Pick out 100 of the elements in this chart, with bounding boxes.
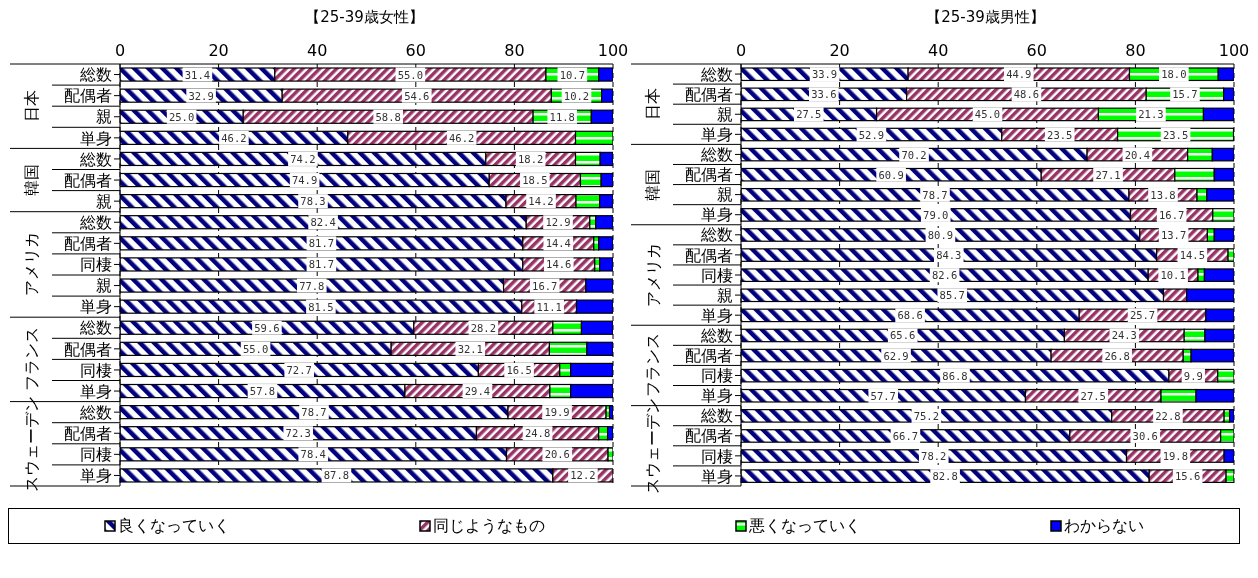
x-tick-label: 60 — [1026, 41, 1047, 60]
data-label: 52.9 — [858, 128, 885, 141]
y-tick-label: 単身 — [80, 128, 112, 148]
x-tick-label: 100 — [1218, 41, 1250, 60]
x-tick-label: 80 — [504, 41, 525, 60]
data-label: 19.8 — [1162, 450, 1188, 463]
y-tick-label: 単身 — [80, 381, 112, 401]
data-label: 25.7 — [1129, 309, 1156, 322]
data-label: 32.9 — [188, 89, 214, 102]
text: アメリカ — [22, 232, 42, 297]
y-tick-label: 総数 — [79, 65, 112, 85]
chart-title: 【25-39歳女性】 — [304, 8, 425, 28]
data-label: 57.8 — [249, 385, 276, 398]
data-label: 55.0 — [397, 68, 424, 81]
data-label: 12.2 — [570, 469, 596, 482]
data-label: 24.3 — [1111, 329, 1137, 342]
data-label: 28.2 — [470, 321, 496, 334]
y-tick-label: 総数 — [79, 318, 112, 338]
data-label: 72.3 — [285, 427, 311, 440]
data-label: 68.6 — [897, 309, 923, 322]
data-label: 78.2 — [921, 450, 947, 463]
chart-title: 【25-39歳男性】 — [925, 8, 1046, 28]
y-tick-label: 親 — [96, 107, 112, 127]
data-label: 12.9 — [545, 216, 571, 229]
y-tick-label: 配偶者 — [64, 170, 112, 190]
x-tick-label: 40 — [928, 41, 949, 60]
data-label: 82.6 — [931, 269, 958, 282]
x-tick-label: 80 — [1125, 41, 1146, 60]
data-label: 77.8 — [299, 279, 325, 292]
y-tick-label: 単身 — [701, 466, 733, 486]
data-label: 16.7 — [532, 279, 558, 292]
data-label: 81.7 — [308, 258, 335, 271]
data-label: 60.9 — [878, 168, 904, 181]
data-label: 31.4 — [184, 68, 211, 81]
data-label: 9.9 — [1183, 369, 1203, 382]
y-tick-label: 同棲 — [80, 360, 112, 380]
data-label: 27.5 — [796, 108, 822, 121]
y-tick-label: 同棲 — [701, 265, 733, 285]
data-label: 25.0 — [168, 110, 195, 123]
y-tick-label: 同棲 — [701, 366, 733, 386]
data-label: 86.8 — [942, 369, 968, 382]
x-tick-label: 0 — [735, 41, 747, 60]
data-label: 45.0 — [974, 108, 1001, 121]
y-tick-label: 総数 — [700, 64, 733, 84]
x-tick-label: 100 — [597, 41, 629, 60]
text: スウェーデン — [22, 395, 42, 492]
data-label: 84.3 — [936, 249, 962, 262]
text: 韓国 — [22, 164, 42, 197]
data-label: 30.6 — [1132, 429, 1158, 442]
y-tick-label: 配偶者 — [64, 234, 112, 254]
data-label: 18.0 — [1161, 68, 1187, 81]
data-label: 10.1 — [1160, 269, 1186, 282]
y-tick-label: 単身 — [80, 297, 112, 317]
text: フランス — [22, 327, 42, 392]
data-label: 33.6 — [811, 88, 837, 101]
data-label: 70.2 — [901, 148, 927, 161]
data-label: 16.7 — [1158, 208, 1185, 221]
x-tick-label: 40 — [307, 41, 328, 60]
data-label: 23.5 — [1162, 128, 1189, 141]
data-label: 82.4 — [310, 216, 336, 229]
y-tick-label: 親 — [96, 191, 112, 211]
data-label: 58.8 — [375, 110, 401, 123]
data-label: 66.7 — [892, 429, 919, 442]
data-label: 65.6 — [890, 329, 916, 342]
y-tick-label: 単身 — [701, 386, 733, 406]
text: フランス — [643, 333, 663, 398]
data-label: 14.5 — [1179, 249, 1205, 262]
data-label: 78.3 — [300, 195, 326, 208]
data-label: 82.8 — [932, 470, 958, 483]
y-tick-label: 配偶者 — [685, 245, 733, 265]
y-tick-label: 総数 — [700, 325, 733, 345]
y-tick-label: 総数 — [700, 406, 733, 426]
text: 韓国 — [643, 168, 663, 201]
data-label: 19.9 — [544, 406, 570, 419]
data-label: 55.0 — [242, 342, 269, 355]
y-tick-label: 配偶者 — [685, 346, 733, 366]
data-label: 26.8 — [1104, 349, 1130, 362]
data-label: 46.2 — [221, 131, 247, 144]
y-tick-label: 総数 — [79, 212, 112, 232]
data-label: 44.9 — [1006, 68, 1032, 81]
data-label: 74.2 — [290, 152, 316, 165]
data-label: 27.1 — [1095, 168, 1121, 181]
data-label: 24.8 — [524, 427, 551, 440]
data-label: 14.2 — [528, 195, 554, 208]
x-tick-label: 20 — [829, 41, 850, 60]
data-label: 87.8 — [323, 469, 350, 482]
data-label: 48.6 — [1013, 88, 1040, 101]
y-tick-label: 単身 — [80, 466, 112, 486]
legend-label: 同じようなもの — [433, 515, 546, 537]
y-tick-label: 総数 — [79, 402, 112, 422]
text: 日本 — [643, 88, 663, 121]
data-label: 10.7 — [559, 68, 585, 81]
data-label: 46.2 — [449, 131, 475, 144]
y-tick-label: 配偶者 — [64, 339, 112, 359]
y-tick-label: 配偶者 — [685, 84, 733, 104]
y-tick-label: 単身 — [701, 205, 733, 225]
data-label: 11.1 — [536, 300, 562, 313]
y-tick-label: 単身 — [701, 125, 733, 145]
data-label: 16.5 — [506, 363, 532, 376]
y-tick-label: 同棲 — [701, 446, 733, 466]
